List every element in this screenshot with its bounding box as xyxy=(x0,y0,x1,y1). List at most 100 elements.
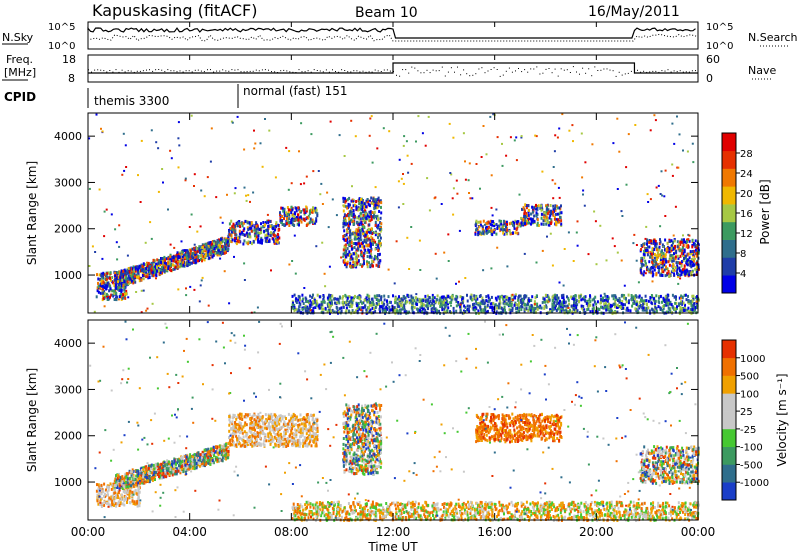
range-cell xyxy=(443,310,446,314)
range-cell xyxy=(132,275,135,279)
range-cell xyxy=(380,305,383,309)
range-cell xyxy=(103,482,106,486)
range-cell xyxy=(401,300,404,304)
range-cell xyxy=(371,259,374,263)
range-cell xyxy=(387,268,390,271)
nave-point xyxy=(356,70,358,72)
range-cell xyxy=(367,300,370,304)
range-cell xyxy=(362,258,365,262)
range-cell xyxy=(531,219,534,223)
range-cell xyxy=(194,248,197,252)
range-cell xyxy=(363,204,366,208)
nave-point xyxy=(243,71,245,73)
range-cell xyxy=(377,232,380,236)
range-cell xyxy=(211,245,214,249)
range-cell xyxy=(272,227,275,230)
range-cell xyxy=(97,281,99,285)
range-cell xyxy=(696,265,699,269)
range-cell xyxy=(452,187,455,190)
colorbar-swatch xyxy=(722,275,736,294)
range-cell xyxy=(206,242,209,246)
range-cell xyxy=(427,298,430,302)
range-cell xyxy=(318,303,321,307)
station-title: Kapuskasing (fitACF) xyxy=(92,1,257,20)
range-cell xyxy=(475,163,478,165)
range-cell xyxy=(156,265,158,269)
range-cell xyxy=(521,207,523,211)
range-cell xyxy=(330,303,332,307)
range-cell xyxy=(617,299,619,302)
range-cell xyxy=(296,310,299,314)
range-cell xyxy=(407,171,410,174)
range-cell xyxy=(155,262,158,266)
range-cell xyxy=(106,272,109,276)
range-cell xyxy=(664,255,667,259)
nave-point xyxy=(688,71,690,73)
range-cell xyxy=(100,273,103,277)
range-cell xyxy=(220,238,222,242)
range-cell xyxy=(372,199,375,203)
range-cell xyxy=(198,249,201,253)
range-cell xyxy=(350,241,353,244)
range-cell xyxy=(170,157,173,160)
range-cell xyxy=(482,310,485,314)
range-cell xyxy=(175,257,178,261)
range-cell xyxy=(368,215,371,219)
range-cell xyxy=(668,247,671,250)
range-cell xyxy=(655,307,658,311)
range-cell xyxy=(607,296,610,300)
range-cell xyxy=(659,308,662,311)
range-cell xyxy=(363,251,366,255)
range-cell xyxy=(320,302,323,306)
range-cell xyxy=(185,294,188,297)
range-cell xyxy=(568,302,571,306)
range-cell xyxy=(226,193,228,196)
range-cell xyxy=(651,260,654,264)
range-cell xyxy=(246,234,249,238)
range-cell xyxy=(288,263,291,266)
nave-point xyxy=(377,70,379,72)
range-cell xyxy=(377,249,380,252)
colorbar-tick-label: 28 xyxy=(740,149,753,160)
range-cell xyxy=(543,306,546,310)
range-cell xyxy=(684,306,687,310)
range-cell xyxy=(359,201,362,205)
range-cell xyxy=(659,240,662,244)
range-cell xyxy=(209,160,212,163)
freq-label-line1: Freq. xyxy=(6,53,33,66)
range-cell xyxy=(442,298,445,302)
range-cell xyxy=(121,173,124,176)
range-cell xyxy=(533,219,536,223)
range-cell xyxy=(563,304,566,308)
range-cell xyxy=(235,233,238,237)
nave-point xyxy=(600,69,602,71)
range-cell xyxy=(645,309,648,313)
nave-point xyxy=(551,72,553,74)
range-cell xyxy=(344,221,347,225)
range-cell xyxy=(687,244,690,248)
range-cell xyxy=(300,220,303,224)
range-cell xyxy=(679,277,682,280)
range-cell xyxy=(185,263,188,267)
range-cell xyxy=(503,300,506,303)
range-cell xyxy=(454,297,457,301)
range-cell xyxy=(535,207,538,211)
range-cell xyxy=(366,214,369,218)
range-cell xyxy=(208,256,211,260)
range-cell xyxy=(218,251,221,255)
range-cell xyxy=(126,280,129,284)
range-cell xyxy=(623,284,626,287)
range-cell xyxy=(374,231,377,234)
range-cell xyxy=(167,265,170,269)
nave-point xyxy=(411,66,413,68)
range-cell xyxy=(166,263,169,267)
range-cell xyxy=(644,247,647,251)
range-cell xyxy=(235,221,238,225)
range-cell xyxy=(396,297,399,301)
range-cell xyxy=(250,222,253,226)
range-cell xyxy=(506,228,509,232)
range-cell xyxy=(606,308,609,312)
range-cell xyxy=(164,262,167,266)
range-cell xyxy=(677,247,680,251)
